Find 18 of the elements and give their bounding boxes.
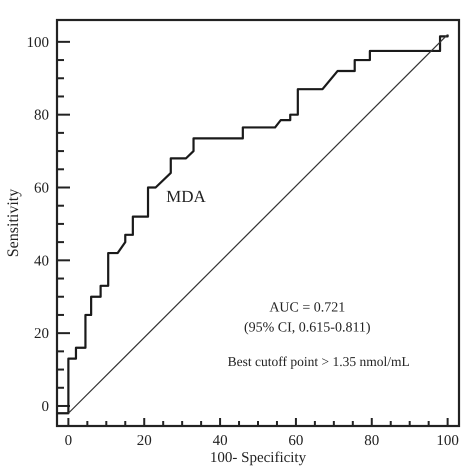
y-tick-label: 100 bbox=[26, 34, 49, 51]
y-tick-label: 0 bbox=[42, 398, 49, 415]
x-tick-label: 80 bbox=[364, 433, 380, 449]
x-tick-label: 40 bbox=[212, 433, 228, 449]
y-tick-label: 20 bbox=[34, 326, 49, 342]
x-tick-label: 20 bbox=[136, 433, 152, 449]
annotation: AUC = 0.721 bbox=[269, 300, 346, 316]
y-tick-label: 80 bbox=[34, 108, 49, 124]
x-tick-label: 0 bbox=[64, 433, 72, 449]
x-axis-title: 100- Specificity bbox=[210, 450, 307, 466]
series-label: MDA bbox=[166, 187, 206, 206]
x-tick-label: 60 bbox=[288, 433, 304, 449]
annotation: Best cutoff point > 1.35 nmol/mL bbox=[228, 354, 410, 369]
y-tick-label: 60 bbox=[34, 180, 49, 196]
x-tick-label: 100 bbox=[436, 433, 459, 449]
annotation: (95% CI, 0.615-0.811) bbox=[244, 320, 371, 336]
y-tick-label: 40 bbox=[34, 253, 49, 270]
y-axis-title: Sensitivity bbox=[5, 188, 22, 258]
